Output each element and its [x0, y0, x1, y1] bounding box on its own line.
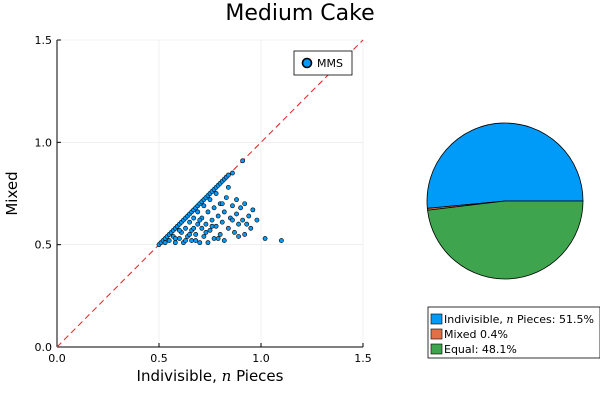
- scatter-point: [191, 215, 197, 221]
- scatter-point: [262, 236, 268, 241]
- scatter-point: [205, 209, 211, 215]
- scatter-point: [225, 184, 231, 190]
- scatter-point: [278, 238, 284, 243]
- scatter-point: [223, 195, 229, 200]
- legend-marker: [301, 57, 313, 69]
- pie-legend-swatch: [430, 313, 443, 325]
- scatter-point: [172, 240, 178, 246]
- chart-title: Medium Cake: [225, 1, 375, 26]
- x-tick-label: 1.5: [354, 352, 372, 365]
- y-tick-label: 0.0: [35, 341, 53, 354]
- scatter-plot: 0.0 0.5 1.0 1.5 0.0 0.5 1.0 1.5 Indivisible, n P…: [3, 34, 372, 385]
- scatter-point: [207, 227, 213, 233]
- scatter-point: [221, 238, 227, 243]
- y-tick-label: 1.5: [35, 34, 53, 47]
- scatter-point: [162, 240, 168, 246]
- scatter-point: [203, 229, 209, 235]
- scatter-point: [236, 221, 241, 227]
- scatter-point: [189, 238, 195, 243]
- scatter-point: [219, 201, 225, 207]
- scatter-point: [217, 232, 223, 237]
- pie-legend-swatch: [430, 343, 443, 355]
- scatter-point: [211, 205, 217, 211]
- scatter-point: [246, 213, 252, 219]
- scatter-point: [201, 203, 207, 209]
- y-tick-label: 1.0: [35, 136, 53, 149]
- scatter-point: [207, 197, 213, 203]
- scatter-point: [215, 236, 221, 241]
- pie-legend-label: Equal: 48.1%: [444, 343, 517, 356]
- scatter-point: [242, 201, 248, 207]
- scatter-point: [240, 158, 246, 164]
- scatter-point: [195, 221, 201, 227]
- scatter-point: [201, 234, 207, 239]
- scatter-point: [166, 238, 172, 243]
- scatter-point: [215, 213, 221, 219]
- x-tick-label: 0.0: [48, 352, 66, 365]
- scatter-point: [191, 225, 197, 231]
- scatter-point: [230, 217, 235, 223]
- scatter-point: [248, 225, 254, 231]
- legend-label: MMS: [317, 57, 343, 70]
- scatter-point: [205, 240, 211, 246]
- scatter-point: [197, 217, 203, 223]
- scatter-point: [195, 209, 201, 215]
- scatter-point: [244, 221, 250, 227]
- x-tick-label: 0.5: [150, 352, 168, 365]
- scatter-point: [254, 217, 260, 223]
- scatter-point: [209, 223, 215, 229]
- scatter-point: [230, 203, 235, 209]
- scatter-point: [234, 197, 239, 203]
- scatter-point: [242, 232, 248, 237]
- scatter-point: [219, 219, 225, 225]
- y-axis-label: Mixed: [3, 171, 21, 215]
- pie-legend-label: Indivisible, n Pieces: 51.5%: [444, 313, 594, 326]
- scatter-point: [250, 207, 256, 213]
- scatter-point: [172, 236, 178, 241]
- scatter-point: [211, 236, 217, 241]
- scatter-point: [183, 225, 188, 231]
- scatter-point: [209, 217, 215, 223]
- pie-legend-label: Mixed 0.4%: [444, 328, 508, 341]
- pie-legend-swatch: [430, 328, 443, 340]
- scatter-point: [176, 236, 182, 241]
- scatter-point: [238, 205, 243, 211]
- scatter-point: [225, 225, 231, 231]
- scatter-point: [187, 232, 192, 237]
- scatter-point: [221, 209, 227, 215]
- scatter-point: [213, 191, 219, 196]
- pie-legend-box: [427, 306, 600, 359]
- scatter-point: [225, 172, 231, 178]
- reference-line: [56, 39, 364, 348]
- y-tick-label: 0.5: [35, 239, 53, 252]
- x-tick-label: 1.0: [252, 352, 270, 365]
- scatter-point: [193, 238, 199, 243]
- scatter-point: [193, 232, 199, 237]
- scatter-point: [199, 225, 205, 231]
- scatter-point: [213, 223, 219, 229]
- scatter-point: [176, 227, 182, 233]
- scatter-point: [236, 234, 241, 239]
- scatter-point: [203, 221, 209, 227]
- scatter-point: [240, 217, 246, 223]
- scatter-point: [234, 211, 239, 217]
- scatter-point: [232, 229, 237, 235]
- x-axis-label: Indivisible, n Pieces: [137, 367, 284, 385]
- scatter-point: [183, 238, 188, 243]
- scatter-point: [230, 170, 235, 176]
- pie-chart: Indivisible, n Pieces: 51.5% Mixed 0.4% Eq…: [426, 122, 600, 359]
- scatter-point: [197, 240, 203, 246]
- scatter-point: [187, 219, 192, 225]
- pie-slice: [427, 200, 584, 280]
- pie-slice: [426, 122, 584, 209]
